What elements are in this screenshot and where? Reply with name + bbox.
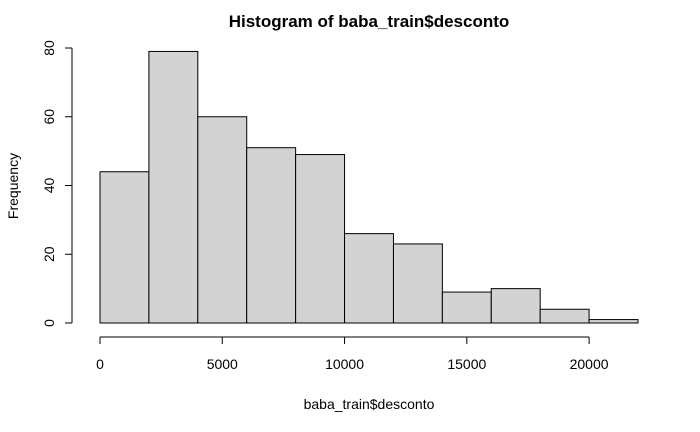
histogram-bar: [197, 116, 248, 324]
y-tick-label: 80: [41, 40, 57, 56]
histogram-bar: [295, 154, 346, 324]
histogram-bar: [588, 319, 639, 324]
histogram-bar: [148, 50, 199, 324]
x-axis: 0 5000 10000 15000 20000: [96, 336, 609, 372]
y-tick-label: 20: [41, 246, 57, 262]
histogram-bar: [441, 291, 492, 324]
histogram-bar: [490, 288, 541, 324]
histogram-bar: [99, 171, 150, 324]
x-tick-label: 10000: [325, 356, 364, 372]
histogram-bar: [344, 233, 394, 324]
y-tick-label: 60: [41, 109, 57, 125]
histogram-bar: [539, 308, 590, 324]
y-axis: 0 20 40 60 80: [41, 40, 73, 327]
y-axis-label: Frequency: [5, 153, 21, 219]
x-tick-label: 15000: [447, 356, 486, 372]
x-tick-label: 20000: [570, 356, 609, 372]
y-tick-label: 40: [41, 178, 57, 194]
y-tick-label: 0: [41, 319, 57, 327]
x-tick-label: 0: [96, 356, 104, 372]
histogram-bar: [246, 147, 297, 324]
x-tick-label: 5000: [207, 356, 238, 372]
chart-title: Histogram of baba_train$desconto: [229, 12, 510, 31]
histogram-bar: [392, 243, 443, 324]
bars-group: [99, 50, 639, 324]
x-axis-label: baba_train$desconto: [304, 396, 435, 412]
